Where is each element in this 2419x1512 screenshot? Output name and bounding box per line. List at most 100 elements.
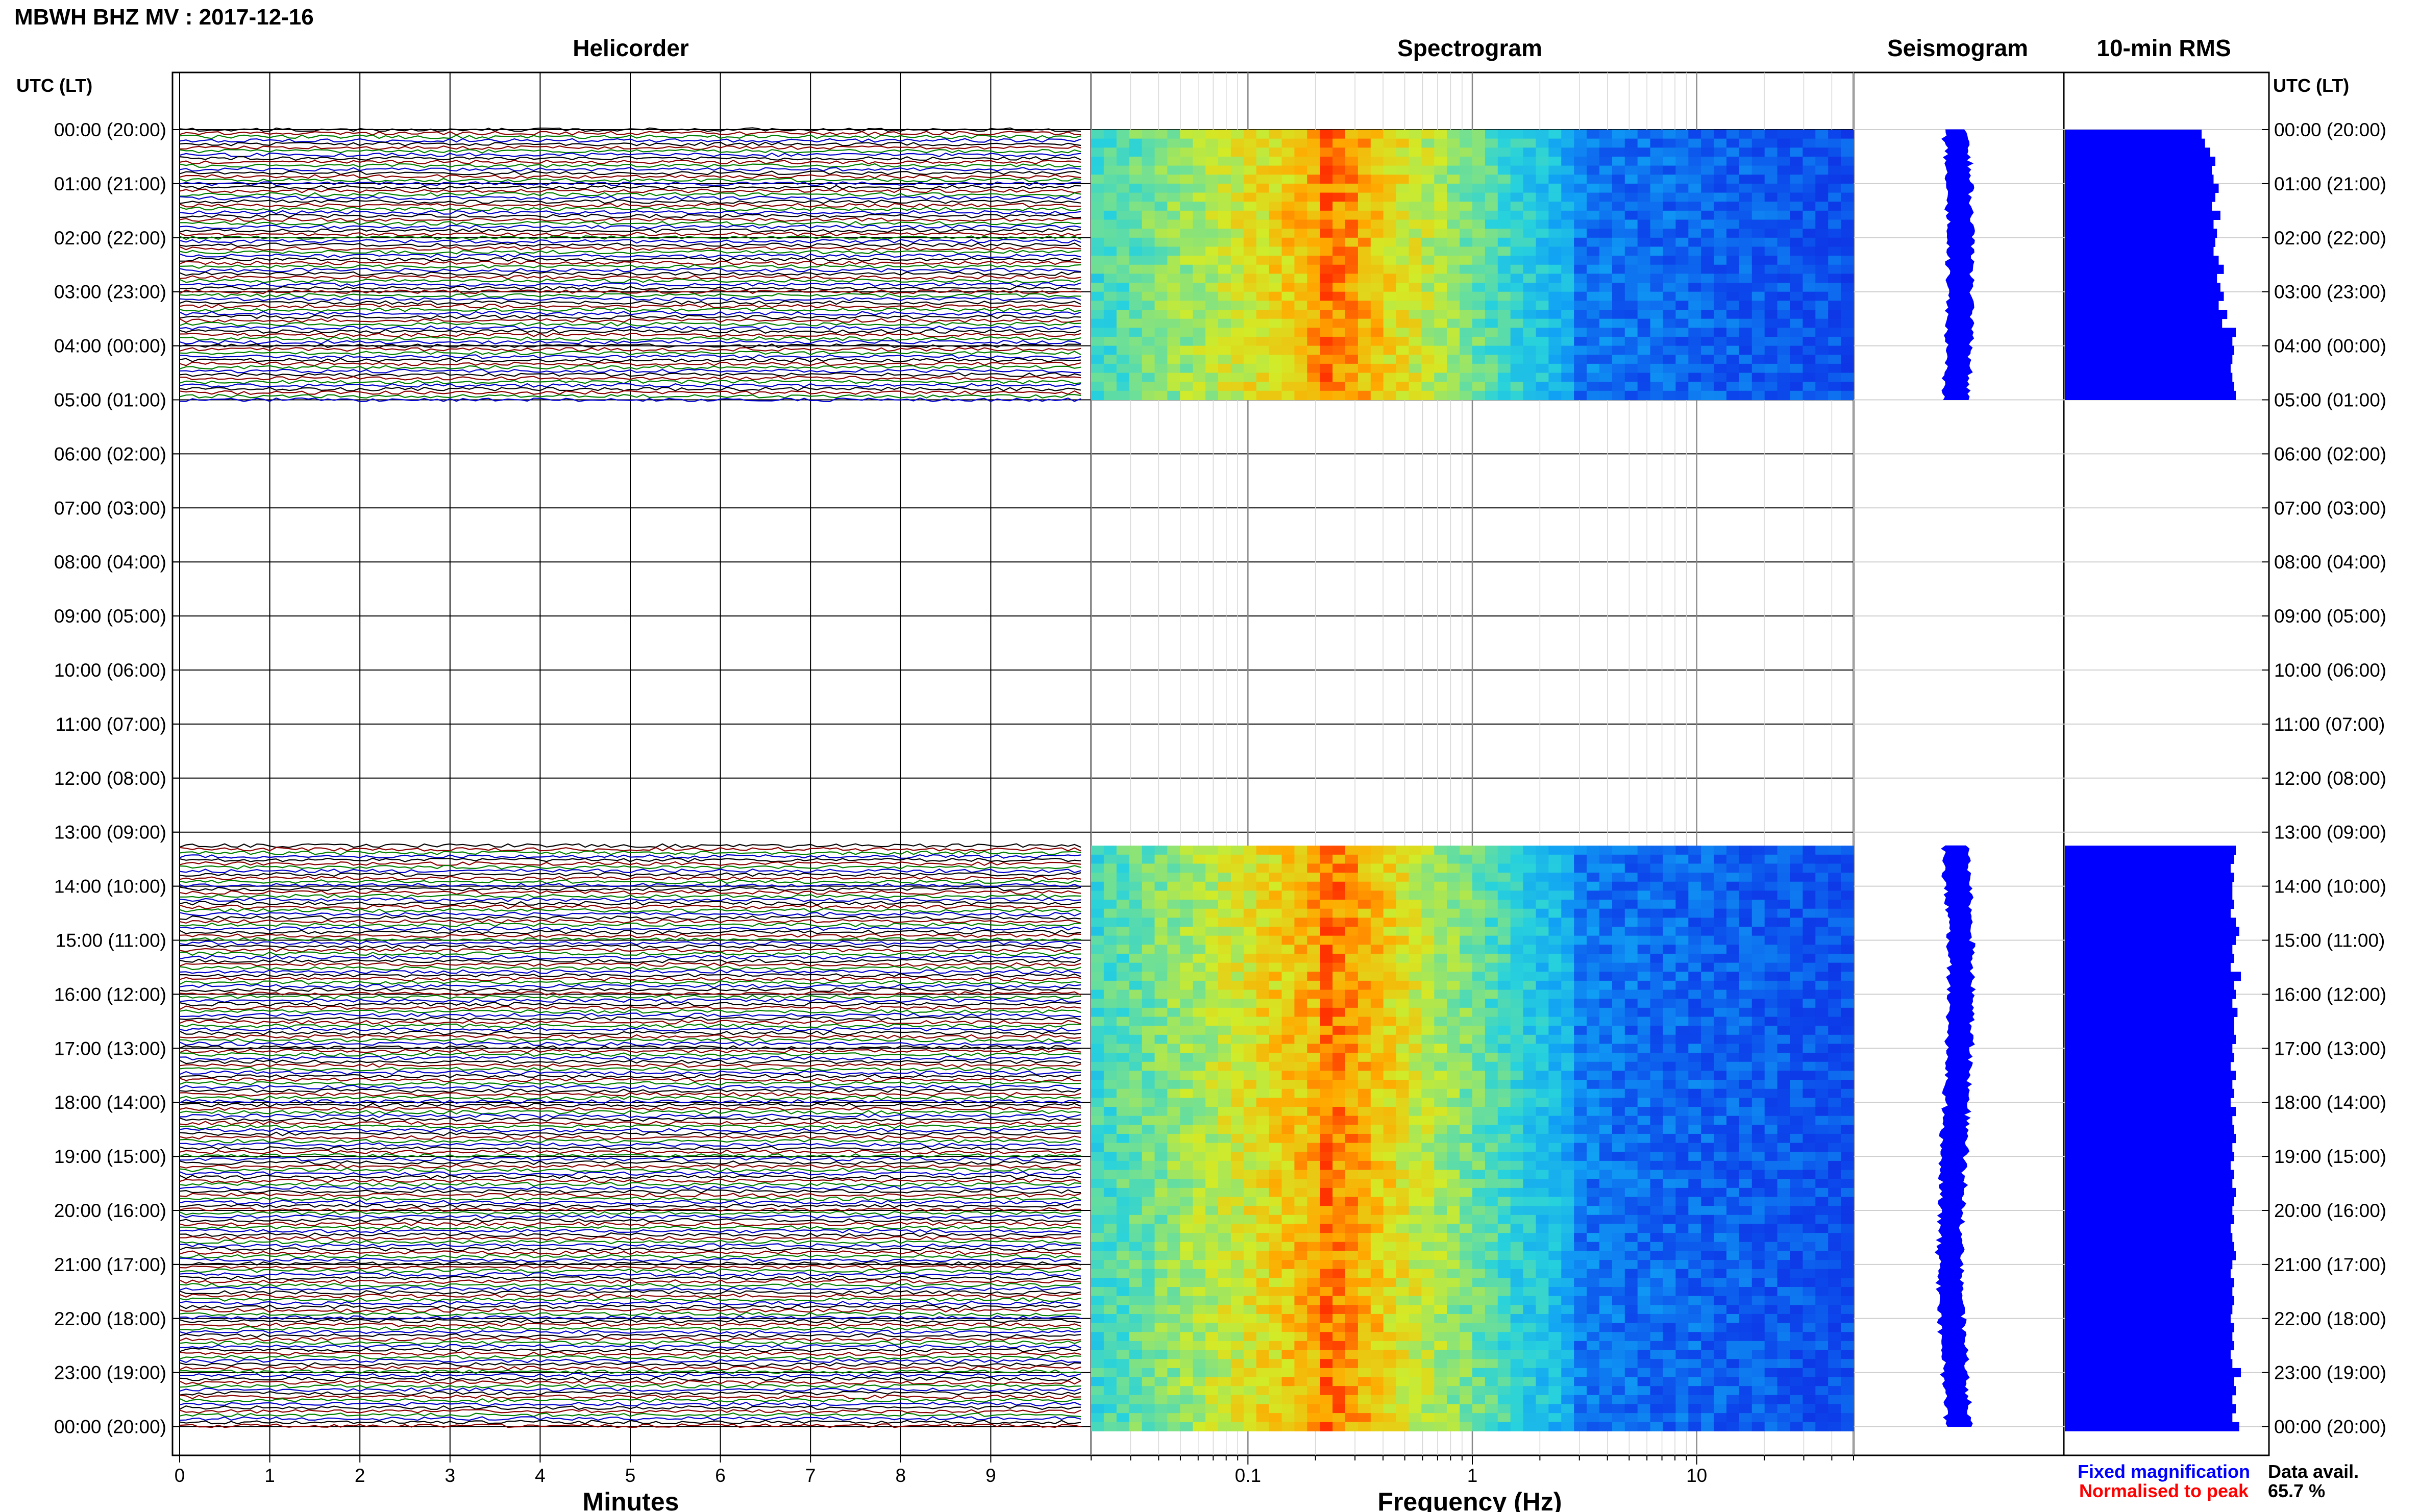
spectrogram-cell — [1205, 183, 1219, 193]
spectrogram-cell — [1497, 873, 1511, 882]
spectrogram-cell — [1523, 1224, 1537, 1233]
spectrogram-cell — [1281, 1125, 1295, 1134]
spectrogram-cell — [1624, 1116, 1638, 1125]
spectrogram-cell — [1460, 1026, 1473, 1035]
spectrogram-cell — [1497, 935, 1511, 945]
spectrogram-cell — [1828, 927, 1841, 936]
spectrogram-cell — [1599, 310, 1613, 319]
spectrogram-cell — [1561, 900, 1574, 909]
spectrogram-cell — [1510, 229, 1524, 238]
spectrogram-cell — [1218, 165, 1231, 175]
spectrogram-cell — [1345, 1061, 1359, 1072]
spectrogram-cell — [1091, 873, 1104, 882]
spectrogram-cell — [1383, 935, 1397, 945]
spectrogram-cell — [1841, 935, 1854, 945]
spectrogram-cell — [1434, 183, 1447, 193]
spectrogram-cell — [1332, 1116, 1346, 1125]
spectrogram-cell — [1587, 918, 1600, 927]
spectrogram-cell — [1383, 1214, 1397, 1225]
spectrogram-cell — [1294, 283, 1307, 292]
spectrogram-cell — [1091, 945, 1104, 954]
spectrogram-cell — [1370, 202, 1384, 211]
spectrogram-cell — [1574, 1269, 1587, 1278]
spectrogram-cell — [1726, 310, 1740, 319]
spectrogram-cell — [1561, 1260, 1574, 1270]
spectrogram-cell — [1154, 918, 1168, 927]
spectrogram-cell — [1383, 328, 1397, 337]
spectrogram-cell — [1332, 291, 1346, 301]
spectrogram-cell — [1828, 1107, 1841, 1117]
spectrogram-cell — [1396, 1017, 1410, 1026]
spectrogram-cell — [1701, 1098, 1714, 1107]
spectrogram-cell — [1472, 390, 1486, 401]
spectrogram-cell — [1815, 1197, 1829, 1206]
spectrogram-cell — [1751, 318, 1765, 328]
spectrogram-cell — [1472, 881, 1486, 891]
spectrogram-cell — [1205, 310, 1219, 319]
spectrogram-cell — [1764, 1044, 1778, 1053]
spectrogram-cell — [1663, 953, 1676, 963]
spectrogram-cell — [1256, 980, 1270, 990]
spectrogram-cell — [1434, 336, 1447, 346]
spectrogram-cell — [1434, 846, 1447, 855]
spectrogram-cell — [1561, 138, 1574, 148]
spectrogram-cell — [1269, 945, 1282, 954]
spectrogram-cell — [1167, 229, 1180, 238]
spectrogram-cell — [1574, 1071, 1587, 1080]
spectrogram-cell — [1726, 1233, 1740, 1243]
spectrogram-cell — [1116, 1053, 1130, 1062]
spectrogram-cell — [1116, 156, 1130, 166]
spectrogram-cell — [1383, 945, 1397, 954]
spectrogram-cell — [1447, 147, 1460, 157]
spectrogram-cell — [1421, 1088, 1435, 1098]
spectrogram-cell — [1320, 130, 1333, 139]
spectrogram-cell — [1599, 972, 1613, 981]
spectrogram-cell — [1460, 1260, 1473, 1270]
spectrogram-cell — [1154, 192, 1168, 202]
spectrogram-cell — [1485, 900, 1498, 909]
spectrogram-cell — [1739, 846, 1752, 855]
spectrogram-cell — [1815, 935, 1829, 945]
spectrogram-cell — [1129, 927, 1143, 936]
spectrogram-cell — [1485, 1143, 1498, 1152]
spectrogram-cell — [1447, 237, 1460, 247]
spectrogram-cell — [1434, 1206, 1447, 1216]
spectrogram-cell — [1688, 908, 1701, 918]
spectrogram-cell — [1383, 283, 1397, 292]
spectrogram-cell — [1091, 138, 1104, 148]
spectrogram-cell — [1663, 890, 1676, 900]
spectrogram-cell — [1103, 863, 1117, 873]
spectrogram-cell — [1294, 183, 1307, 193]
spectrogram-cell — [1243, 336, 1257, 346]
spectrogram-cell — [1624, 283, 1638, 292]
spectrogram-cell — [1561, 1080, 1574, 1089]
spectrogram-cell — [1129, 1242, 1143, 1252]
spectrogram-cell — [1383, 953, 1397, 963]
spectrogram-cell — [1205, 1116, 1219, 1125]
spectrogram-cell — [1269, 1187, 1282, 1198]
spectrogram-cell — [1091, 183, 1104, 193]
spectrogram-cell — [1256, 219, 1270, 229]
spectrogram-cell — [1663, 873, 1676, 882]
spectrogram-cell — [1841, 1080, 1854, 1089]
spectrogram-cell — [1841, 1017, 1854, 1026]
spectrogram-cell — [1612, 291, 1625, 301]
spectrogram-cell — [1612, 175, 1625, 184]
spectrogram-cell — [1218, 999, 1231, 1008]
spectrogram-cell — [1269, 138, 1282, 148]
spectrogram-cell — [1256, 156, 1270, 166]
spectrogram-cell — [1218, 130, 1231, 139]
spectrogram-cell — [1281, 1269, 1295, 1278]
spectrogram-cell — [1447, 908, 1460, 918]
spectrogram-cell — [1307, 999, 1320, 1008]
spectrogram-cell — [1688, 999, 1701, 1008]
spectrogram-cell — [1764, 1061, 1778, 1072]
spectrogram-cell — [1129, 310, 1143, 319]
spectrogram-cell — [1561, 1224, 1574, 1233]
spectrogram-cell — [1841, 1278, 1854, 1287]
spectrogram-cell — [1167, 345, 1180, 355]
spectrogram-cell — [1269, 900, 1282, 909]
spectrogram-cell — [1103, 945, 1117, 954]
spectrogram-cell — [1612, 229, 1625, 238]
spectrogram-cell — [1256, 1251, 1270, 1260]
